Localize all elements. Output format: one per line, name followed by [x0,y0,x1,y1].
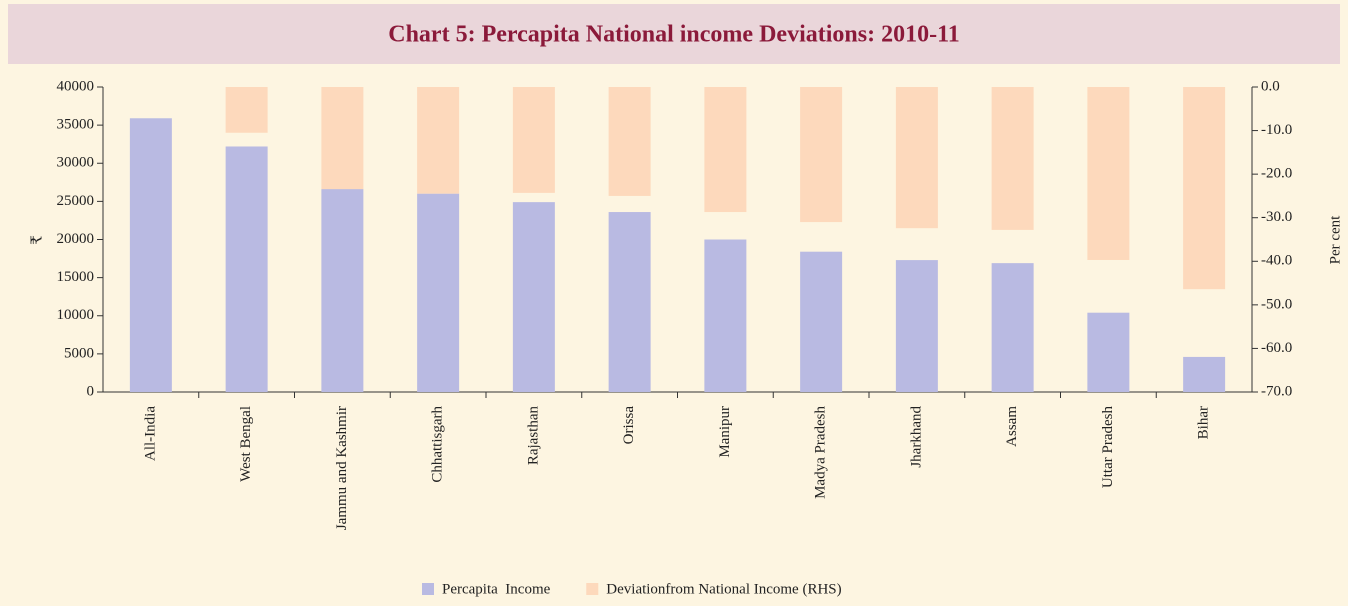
income-bar [321,189,364,392]
income-bar [800,251,843,392]
deviation-bar [895,87,938,229]
deviation-bar [321,87,364,190]
deviation-bar [512,87,555,193]
y-tick-label: 5000 [64,345,94,361]
x-tick-label: Assam [1004,406,1020,447]
title-band [8,4,1340,64]
income-bar [417,193,460,392]
x-tick-label: West Bengal [238,406,254,482]
income-bar [991,263,1034,392]
deviation-bar [704,87,747,213]
y-tick-label: 25000 [57,193,95,209]
x-tick-label: Orissa [621,406,637,445]
income-bar [1087,312,1130,392]
income-bar [704,239,747,392]
y2-tick-label: -40.0 [1261,253,1292,269]
legend-swatch [586,583,599,595]
y-tick-label: 30000 [57,155,95,171]
y-axis-label: ₹ [29,235,45,245]
x-tick-label: Jharkhand [908,406,924,468]
chart-title: Chart 5: Percapita National income Devia… [388,22,960,48]
y-tick-label: 15000 [57,269,95,285]
income-bar [512,202,555,392]
y2-tick-label: -50.0 [1261,296,1292,312]
deviation-bar [800,87,843,223]
x-tick-label: Rajasthan [525,406,541,466]
x-tick-label: Uttar Pradesh [1100,406,1116,489]
deviation-bar [417,87,460,194]
y-tick-label: 35000 [57,117,95,133]
legend-label: Deviationfrom National Income (RHS) [606,581,841,597]
x-tick-label: Jammu and Kashmir [334,406,350,530]
x-tick-label: Bihar [1196,406,1212,439]
income-bar [895,260,938,392]
income-bar [1183,356,1226,392]
x-tick-label: Manipur [717,406,733,458]
y-tick-label: 0 [87,383,95,399]
y2-tick-label: 0.0 [1261,78,1280,94]
y2-tick-label: -30.0 [1261,209,1292,225]
legend-swatch [422,583,434,595]
x-tick-label: Madya Pradesh [813,406,829,499]
deviation-bar [1087,87,1130,260]
y2-tick-label: -70.0 [1261,383,1292,399]
deviation-bar [1183,87,1226,290]
y-tick-label: 20000 [57,231,95,247]
deviation-bar [991,87,1034,230]
y2-axis-label: Per cent [1327,215,1343,265]
y-tick-label: 10000 [57,307,95,323]
y2-tick-label: -60.0 [1261,340,1292,356]
y2-tick-label: -20.0 [1261,166,1292,182]
x-tick-label: All-India [142,406,158,461]
legend-label: Percapita Income [442,581,551,597]
y-tick-label: 40000 [57,78,95,94]
x-tick-label: Chhattisgarh [430,406,446,483]
deviation-bar [225,87,268,133]
income-bar [608,212,651,392]
y2-tick-label: -10.0 [1261,122,1292,138]
deviation-bar [608,87,651,196]
income-bar [225,146,268,392]
income-bar [129,118,172,392]
